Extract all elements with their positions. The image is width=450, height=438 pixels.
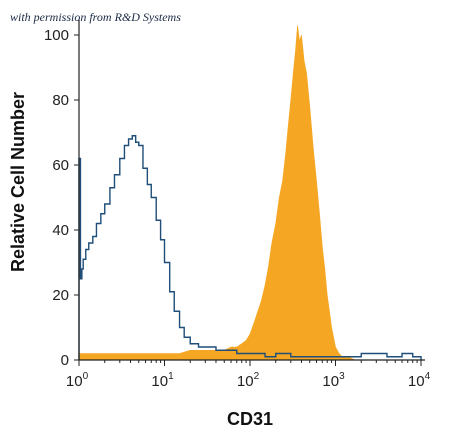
y-tick-label: 40 xyxy=(52,222,69,239)
filled-histogram-series xyxy=(78,25,421,361)
x-tick-label: 102 xyxy=(237,371,260,390)
y-tick-label: 80 xyxy=(52,92,69,109)
x-axis-ticks: 100 101 102 103 104 xyxy=(66,360,431,390)
outline-histogram-series xyxy=(78,135,422,360)
y-tick-label: 100 xyxy=(44,27,69,44)
y-tick-label: 60 xyxy=(52,157,69,174)
y-axis-title: Relative Cell Number xyxy=(8,92,28,272)
y-tick-label: 20 xyxy=(52,287,69,304)
y-tick-label: 0 xyxy=(61,352,69,369)
x-tick-label: 104 xyxy=(408,371,431,390)
x-tick-label: 101 xyxy=(151,371,174,390)
y-axis-ticks: 0 20 40 60 80 100 xyxy=(44,27,79,369)
x-axis-title: CD31 xyxy=(227,409,273,429)
x-tick-label: 100 xyxy=(66,371,89,390)
x-tick-label: 103 xyxy=(322,371,345,390)
watermark-text: with permission from R&D Systems xyxy=(10,10,181,24)
plot-area xyxy=(78,25,422,361)
